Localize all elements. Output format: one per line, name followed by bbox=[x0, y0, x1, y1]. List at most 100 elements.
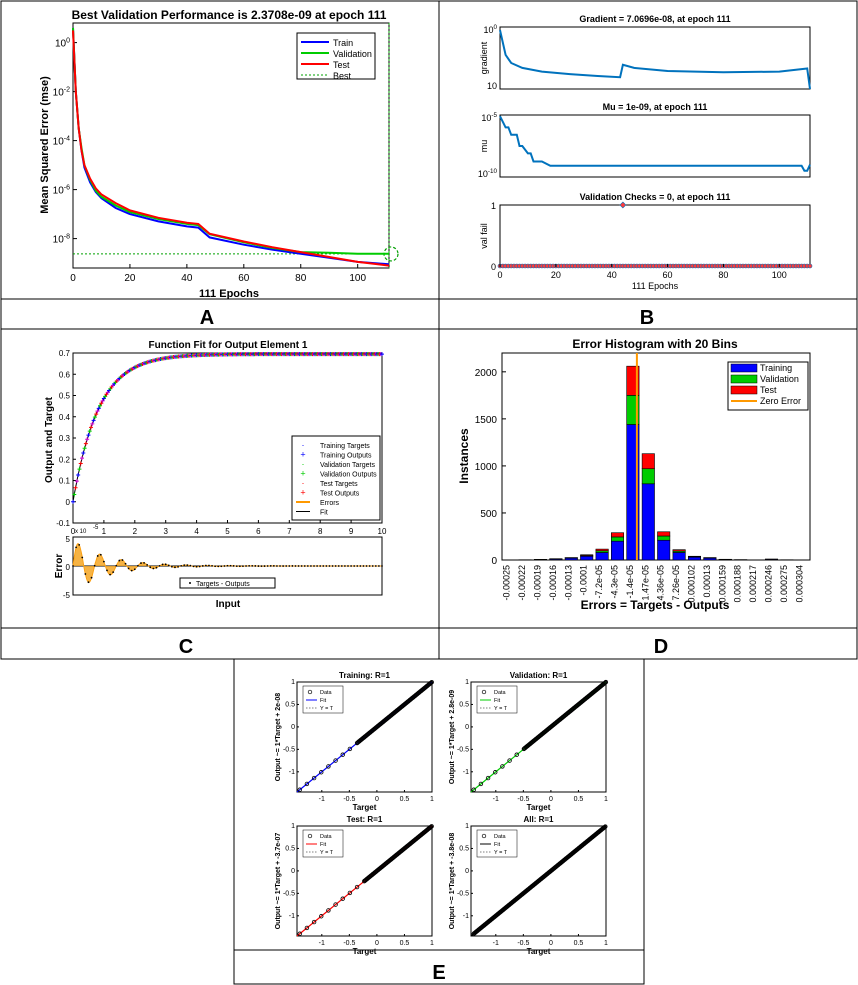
x-tick-label: 0 bbox=[70, 273, 76, 284]
data-point bbox=[478, 781, 484, 787]
legend-entry: Zero Error bbox=[760, 396, 801, 406]
error-point bbox=[177, 565, 179, 568]
legend-entry: Fit bbox=[320, 698, 327, 704]
x-tick-label: 4 bbox=[194, 527, 199, 536]
error-point bbox=[72, 565, 74, 567]
x-tick-label: 40 bbox=[607, 270, 617, 280]
error-point bbox=[356, 565, 359, 567]
x-tick-label: 0 bbox=[375, 796, 379, 803]
x-tick-label: 0.000217 bbox=[748, 565, 758, 603]
data-point bbox=[319, 914, 324, 919]
error-point bbox=[124, 562, 127, 565]
legend-entry: Validation Targets bbox=[320, 462, 375, 469]
x-tick-label: 60 bbox=[238, 273, 250, 284]
legend-entry: Validation Outputs bbox=[320, 472, 377, 479]
output-marker bbox=[82, 446, 87, 451]
error-point bbox=[186, 564, 189, 567]
x-tick-label: 10 bbox=[378, 527, 387, 536]
panel-label-a: A bbox=[200, 307, 214, 329]
y-tick-label: 0 bbox=[465, 724, 469, 731]
legend-entry: Validation bbox=[760, 374, 799, 384]
panel-a-chart: Best Validation Performance is 2.3708e-0… bbox=[39, 8, 399, 300]
error-point bbox=[378, 565, 380, 567]
data-point bbox=[347, 890, 353, 896]
x-tick-label: 1 bbox=[604, 940, 608, 947]
x-tick-label: -0.00019 bbox=[533, 565, 543, 601]
legend-marker: · bbox=[302, 459, 305, 469]
legend-entry: Y = T bbox=[320, 706, 334, 712]
error-point bbox=[170, 565, 173, 568]
legend-marker bbox=[481, 689, 487, 695]
data-point bbox=[297, 931, 302, 936]
data-point bbox=[304, 781, 310, 787]
output-marker bbox=[74, 479, 79, 484]
panel-c-chart: Function Fit for Output Element 1 0.7 0.6 0… bbox=[44, 340, 387, 610]
bar-test bbox=[610, 532, 624, 538]
error-point bbox=[319, 565, 322, 567]
error-point bbox=[297, 565, 300, 567]
x-tick-label: 1 bbox=[102, 527, 107, 536]
error-point bbox=[146, 563, 149, 566]
error-ylabel: Error bbox=[54, 554, 65, 579]
output-marker bbox=[80, 456, 85, 461]
x-tick-label: -0.00016 bbox=[548, 565, 558, 601]
y-tick-label: 0.5 bbox=[459, 845, 469, 852]
data-point bbox=[311, 919, 317, 925]
panel-label-d: D bbox=[654, 636, 668, 658]
error-point bbox=[201, 565, 204, 567]
subplot-title: All: R=1 bbox=[523, 815, 554, 824]
subplot-xlabel: Target bbox=[527, 947, 551, 956]
x-tick-label: 1 bbox=[430, 796, 434, 803]
panel-label-e: E bbox=[432, 962, 445, 984]
output-marker bbox=[92, 415, 97, 420]
x-tick-label: -1 bbox=[319, 940, 325, 947]
output-marker bbox=[91, 418, 96, 423]
error-point bbox=[251, 564, 254, 567]
error-point bbox=[347, 565, 349, 567]
y-tick-label: 1 bbox=[291, 823, 295, 830]
error-point bbox=[211, 564, 213, 567]
x-tick-label: 0 bbox=[497, 270, 502, 280]
error-point bbox=[75, 546, 77, 549]
error-point bbox=[272, 565, 275, 567]
x-tick-label: 6 bbox=[256, 527, 261, 536]
data-point bbox=[507, 758, 512, 763]
legend-swatch bbox=[730, 385, 758, 395]
bar-training bbox=[595, 552, 609, 561]
error-point bbox=[316, 565, 319, 567]
bar-test bbox=[672, 549, 686, 552]
output-marker bbox=[87, 429, 92, 434]
error-point bbox=[180, 565, 183, 567]
data-point bbox=[603, 680, 608, 685]
x-tick-label: -4.3e-05 bbox=[610, 565, 620, 599]
x-tick-label: 100 bbox=[772, 270, 787, 280]
x-tick-label: -1 bbox=[319, 796, 325, 803]
y-tick-label: 0 bbox=[491, 262, 496, 272]
x-tick-label: 40 bbox=[181, 273, 193, 284]
panel-d-chart: Error Histogram with 20 Bins 0 500 1000 1500… bbox=[457, 337, 811, 612]
y-tick-label: -0.5 bbox=[283, 890, 295, 897]
x-tick-label: 0.000102 bbox=[687, 565, 697, 603]
error-point bbox=[121, 559, 124, 561]
y-tick-label: -1 bbox=[463, 769, 469, 776]
bar-test bbox=[595, 548, 609, 552]
subplot-axes bbox=[499, 114, 811, 178]
chart-c-xlabel: Input bbox=[216, 599, 241, 610]
y-tick-label: -1 bbox=[289, 769, 295, 776]
bar-validation bbox=[610, 536, 624, 542]
error-point bbox=[365, 565, 368, 567]
data-point bbox=[340, 896, 345, 901]
y-tick-label: -1 bbox=[463, 913, 469, 920]
y-tick-label: -0.1 bbox=[56, 519, 70, 528]
subplot-ylabel: Output ~= 1*Target + 2.8e-09 bbox=[449, 690, 456, 784]
chart-a-xlabel: 111 Epochs bbox=[199, 288, 259, 300]
legend-swatch bbox=[730, 363, 758, 373]
error-point bbox=[195, 565, 198, 568]
error-point bbox=[266, 565, 269, 567]
x-tick-label: 1 bbox=[430, 940, 434, 947]
bar-test bbox=[641, 453, 655, 470]
x-tick-label: 0.5 bbox=[574, 940, 584, 947]
legend-swatch bbox=[730, 374, 758, 384]
error-point bbox=[208, 564, 210, 567]
